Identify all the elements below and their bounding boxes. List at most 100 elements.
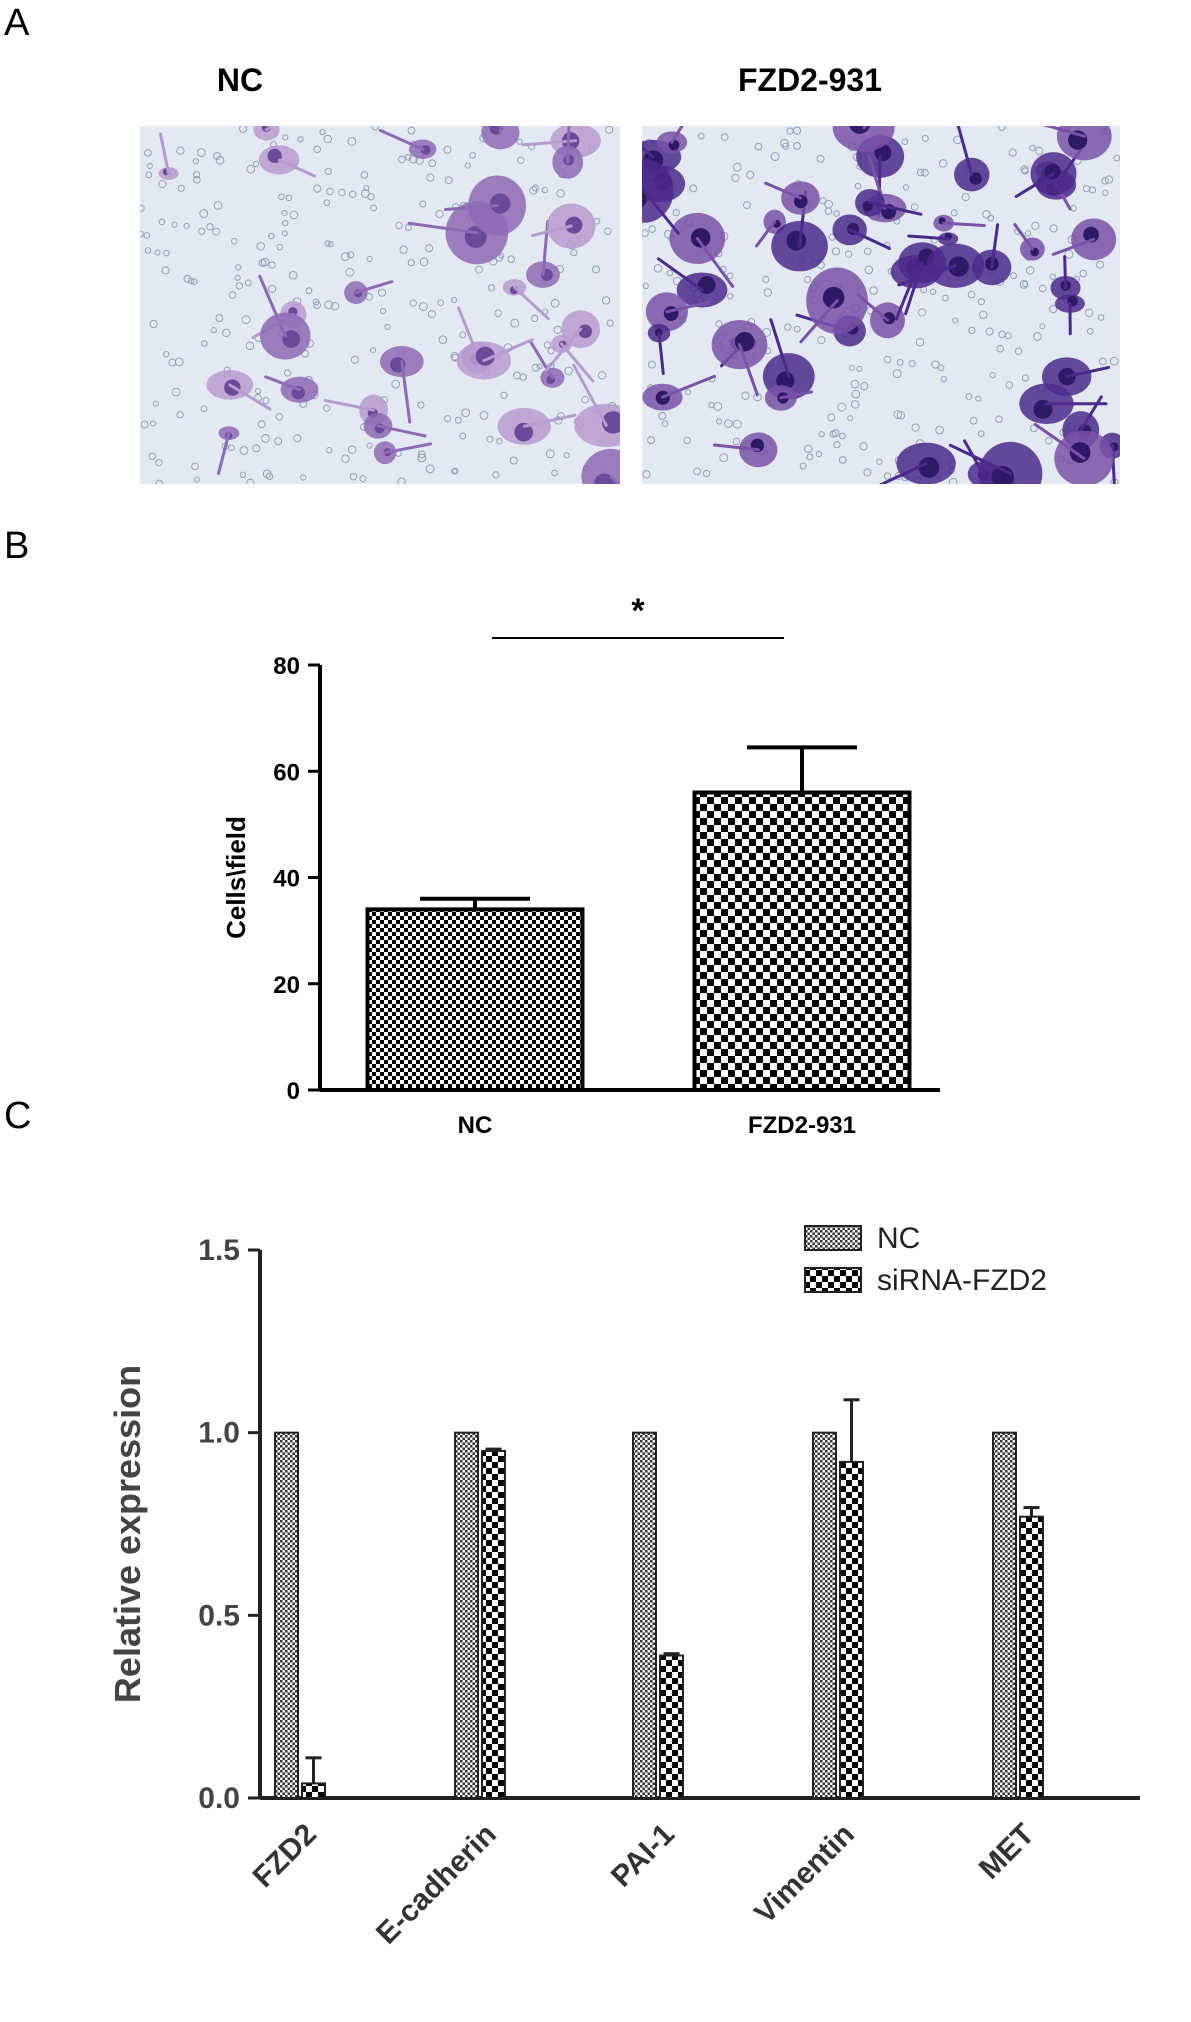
pore [1101,177,1109,185]
pore [793,325,801,333]
pore [288,270,298,280]
pore [176,411,184,419]
pore [1019,280,1029,289]
pore [1086,327,1094,335]
cell-process [376,424,427,438]
x-tick-label: Vimentin [748,1818,861,1931]
pore [642,282,649,290]
pore [982,210,991,219]
pore [876,458,883,465]
pore [536,363,543,370]
pore [239,446,249,455]
pore [347,136,357,146]
x-tick-label: PAI-1 [605,1818,681,1894]
cell-nucleus [565,216,583,234]
pore [319,129,326,136]
fzd2-micrograph [642,126,1120,484]
cell-nucleus [601,411,620,434]
pore [163,350,170,358]
pore [379,308,387,315]
y-tick-label: 40 [273,866,300,893]
pore [977,298,985,306]
pore [409,299,417,307]
x-tick-label: MET [973,1818,1041,1886]
pore [1097,314,1105,321]
nc-micrograph [140,126,620,484]
pore [793,141,802,150]
pore [397,477,406,484]
cell-process [1051,237,1096,256]
cell-process [665,300,712,314]
pore [850,400,860,409]
pore [1044,436,1053,445]
cell-nucleus [1083,226,1099,243]
pore [601,296,611,305]
pore [1049,273,1056,280]
pore [1038,284,1047,293]
pore [326,447,333,454]
pore [228,291,237,299]
pore [196,148,206,158]
cell-process [228,383,272,411]
pore [192,158,200,165]
cell-process [1063,255,1068,290]
pore [285,194,293,202]
cell-process [1033,422,1086,460]
pore [724,419,733,428]
pore [915,338,925,347]
cell-nucleus [514,422,533,442]
pore [742,201,751,210]
pore [496,437,503,445]
pore [929,288,937,295]
cell-process [990,223,1000,269]
pore [979,310,988,320]
panel-letter-a: A [4,2,30,44]
pore [653,264,663,273]
pore [851,389,861,399]
pore [708,401,715,409]
pore [1039,323,1046,330]
pore [545,449,555,459]
pore [935,425,944,435]
pore [581,395,589,404]
bar-pai-1-sirna-fzd2 [659,1654,684,1799]
pore [1102,189,1109,196]
cell-process [323,398,376,412]
pore [163,249,170,257]
x-tick-label: FZD2 [247,1818,323,1894]
pore [143,232,151,239]
cell-nucleus [991,466,1014,484]
pore [541,186,549,194]
bar-fzd2-sirna-fzd2 [301,1782,326,1799]
pore [604,227,612,236]
cell-process [522,413,577,428]
pore [827,413,836,422]
pore [370,347,377,354]
pore [444,415,452,423]
cell-process [755,220,777,248]
pore [642,229,649,237]
pore [261,434,270,443]
y-axis-label: Cells\field [221,816,251,939]
pore [965,393,973,400]
bar-met-sirna-fzd2 [1019,1515,1044,1799]
cell-process [407,221,479,235]
pore [741,391,750,400]
pore [786,127,794,135]
pore [289,210,299,220]
pore [168,358,177,367]
y-tick-label: 80 [273,653,300,680]
pore [367,193,375,201]
pore [395,221,403,230]
pore [254,387,262,395]
pore [848,364,855,371]
pore [437,299,444,306]
cell-process [277,158,317,178]
cell-nucleus [822,286,845,309]
pore [192,171,201,179]
pore [474,265,484,274]
cell-process [572,363,608,427]
pore [348,190,357,198]
pore [370,204,378,212]
chart-c: 0.0 0.5 1.0 1.5 FZD2 E-cadherin PAI-1 Vimentin M… [107,1222,1140,1951]
